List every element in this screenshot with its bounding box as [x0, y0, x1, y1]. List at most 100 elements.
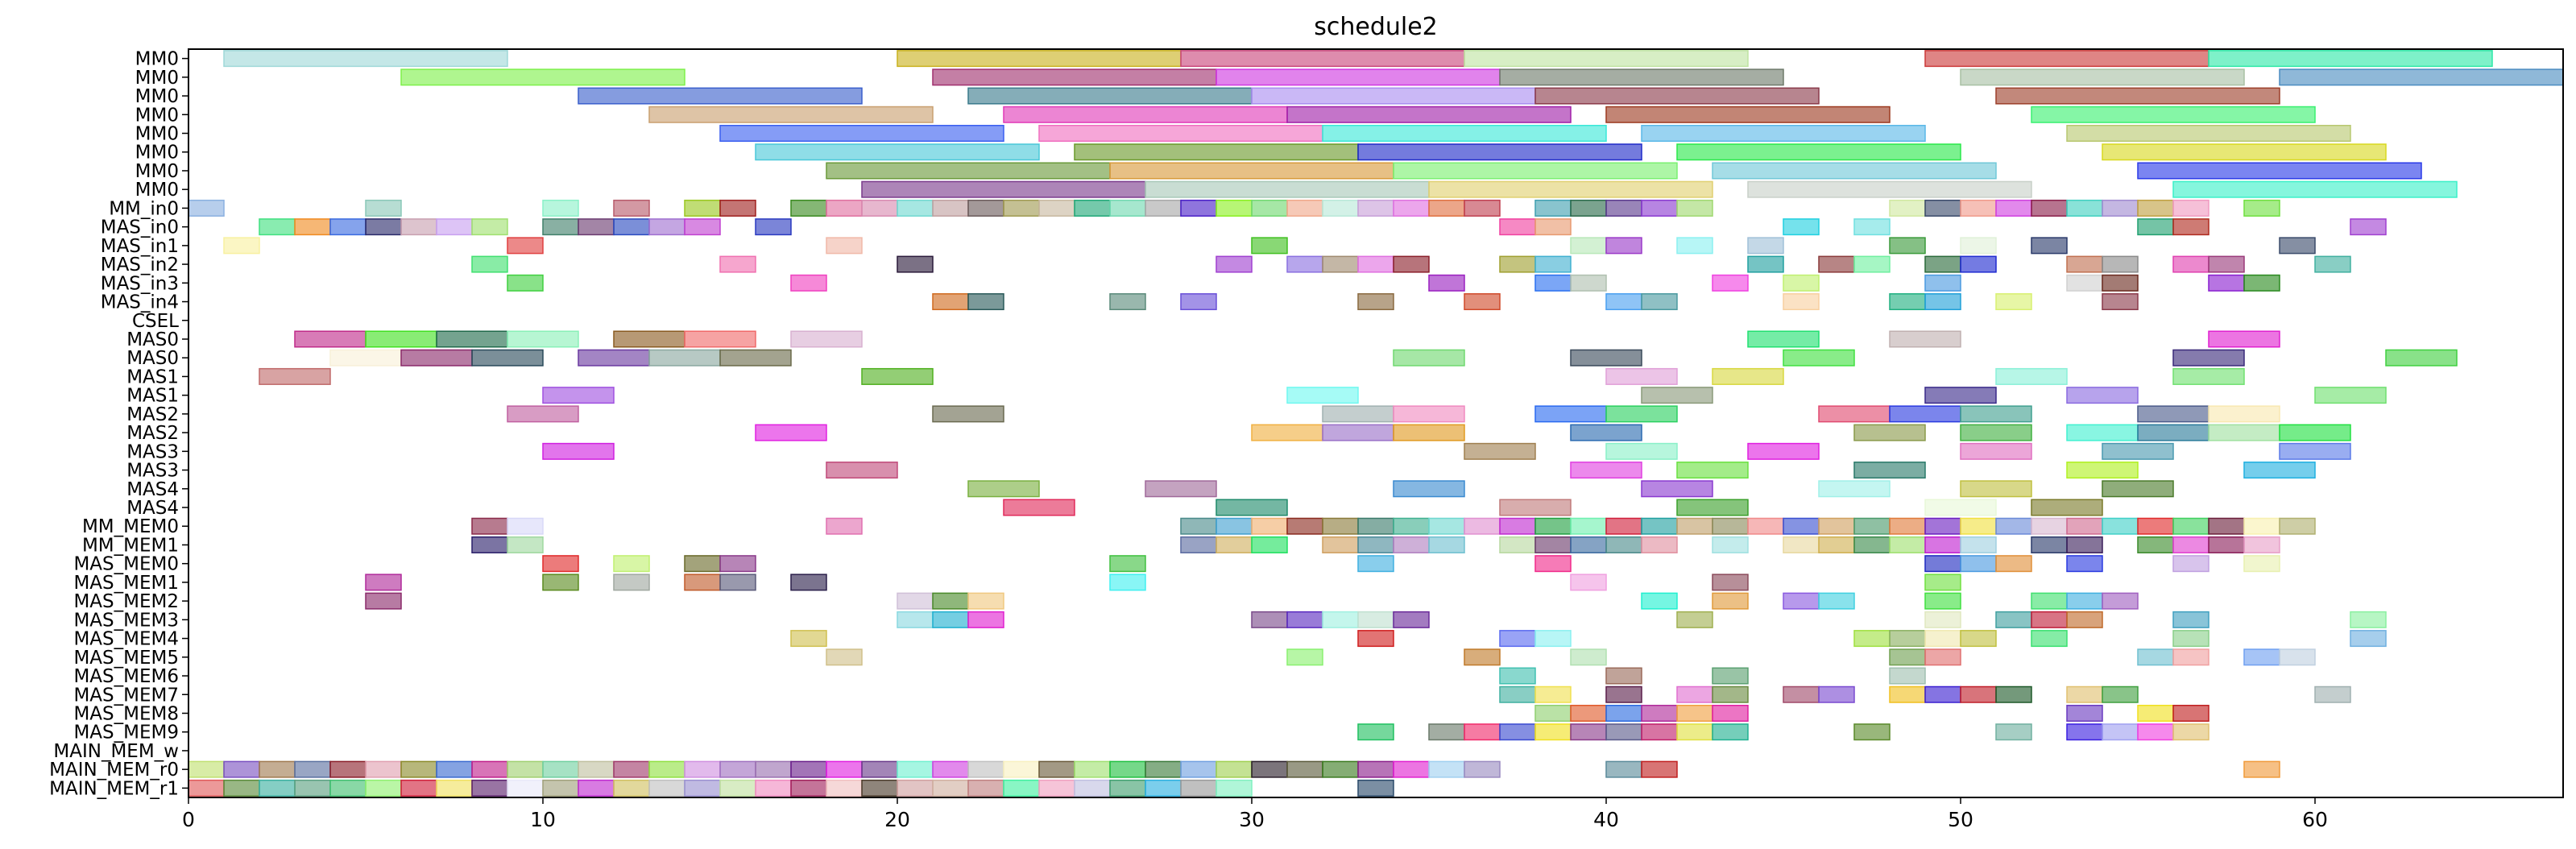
task-bar — [2031, 106, 2316, 123]
task-bar — [1889, 685, 1926, 703]
task-bar — [1783, 293, 1820, 311]
task-bar — [1995, 199, 2032, 217]
task-bar — [719, 125, 1004, 143]
task-bar — [1570, 237, 1607, 255]
task-bar — [1216, 779, 1253, 797]
task-bar — [2172, 367, 2245, 385]
task-bar — [826, 462, 898, 479]
task-bar — [1924, 499, 1997, 516]
task-bar — [1960, 405, 2032, 423]
task-bar — [1818, 480, 1891, 498]
task-bar — [1605, 536, 1642, 553]
task-bar — [1251, 611, 1288, 628]
task-bar — [1605, 367, 1678, 385]
task-bar — [1712, 162, 1997, 180]
task-bar — [1499, 499, 1572, 516]
task-bar — [967, 760, 1004, 778]
task-bar — [755, 424, 827, 441]
task-bar — [613, 199, 650, 217]
task-bar — [471, 349, 544, 367]
task-bar — [400, 68, 685, 86]
task-bar — [1286, 648, 1323, 666]
task-bar — [1853, 462, 1926, 479]
task-bar — [507, 536, 544, 553]
task-bar — [1924, 555, 1961, 573]
task-bar — [1534, 555, 1572, 573]
task-bar — [1180, 50, 1465, 68]
task-bar — [897, 50, 1182, 68]
x-tick-label: 50 — [1948, 808, 1973, 831]
task-bar — [1783, 517, 1820, 535]
task-bar — [1499, 630, 1536, 648]
task-bar — [1995, 293, 2032, 311]
task-bar — [684, 574, 721, 591]
task-bar — [2172, 536, 2209, 553]
task-bar — [613, 760, 650, 778]
task-bar — [2350, 630, 2387, 648]
task-bar — [1534, 274, 1572, 292]
task-bar — [1003, 106, 1288, 123]
task-bar — [542, 199, 579, 217]
y-tick-label: MAS1 — [126, 386, 179, 407]
task-bar — [1534, 685, 1572, 703]
task-bar — [1003, 199, 1040, 217]
task-bar — [613, 330, 685, 348]
bars-layer — [188, 50, 2564, 797]
task-bar — [1712, 667, 1749, 685]
task-bar — [1853, 517, 1891, 535]
task-bar — [1747, 237, 1784, 255]
task-bar — [578, 760, 615, 778]
task-bar — [1216, 499, 1288, 516]
task-bar — [1641, 387, 1713, 404]
task-bar — [648, 106, 934, 123]
task-bar — [1428, 536, 1465, 553]
task-bar — [365, 199, 402, 217]
task-bar — [1180, 779, 1217, 797]
task-bar — [1570, 462, 1642, 479]
task-bar — [1889, 293, 1926, 311]
y-tick-label: MAS1 — [126, 367, 179, 387]
task-bar — [2172, 349, 2245, 367]
task-bar — [1924, 199, 1961, 217]
task-bar — [1853, 630, 1891, 648]
task-bar — [2243, 462, 2316, 479]
task-bar — [1180, 199, 1217, 217]
task-bar — [1286, 199, 1323, 217]
y-tick-label: MAS_MEM6 — [73, 666, 179, 687]
task-bar — [1357, 255, 1394, 273]
task-bar — [2102, 517, 2139, 535]
task-bar — [1357, 143, 1642, 161]
task-bar — [1712, 685, 1749, 703]
task-bar — [613, 574, 650, 591]
task-bar — [2279, 517, 2316, 535]
task-bar — [1322, 760, 1359, 778]
task-bar — [2208, 536, 2245, 553]
y-tick-label: MAS_in4 — [101, 292, 179, 313]
task-bar — [1145, 199, 1182, 217]
y-tick-label: MAS_MEM7 — [73, 685, 179, 706]
task-bar — [2208, 424, 2280, 441]
task-bar — [1641, 723, 1678, 741]
task-bar — [1074, 143, 1359, 161]
task-bar — [1712, 723, 1749, 741]
task-bar — [1783, 536, 1820, 553]
task-bar — [967, 480, 1040, 498]
task-bar — [1109, 574, 1146, 591]
task-bar — [1676, 611, 1713, 628]
task-bar — [1889, 199, 1926, 217]
task-bar — [1534, 255, 1572, 273]
task-bar — [719, 555, 756, 573]
task-bar — [1889, 630, 1926, 648]
task-bar — [1109, 293, 1146, 311]
task-bar — [1960, 630, 1997, 648]
task-bar — [1251, 424, 1323, 441]
task-bar — [2102, 592, 2139, 610]
task-bar — [1570, 199, 1607, 217]
task-bar — [1605, 667, 1642, 685]
task-bar — [1286, 106, 1572, 123]
chart-title: schedule2 — [1314, 13, 1438, 41]
task-bar — [1570, 574, 1607, 591]
y-tick-label: MAS3 — [126, 441, 179, 462]
task-bar — [1145, 180, 1430, 198]
task-bar — [897, 611, 934, 628]
